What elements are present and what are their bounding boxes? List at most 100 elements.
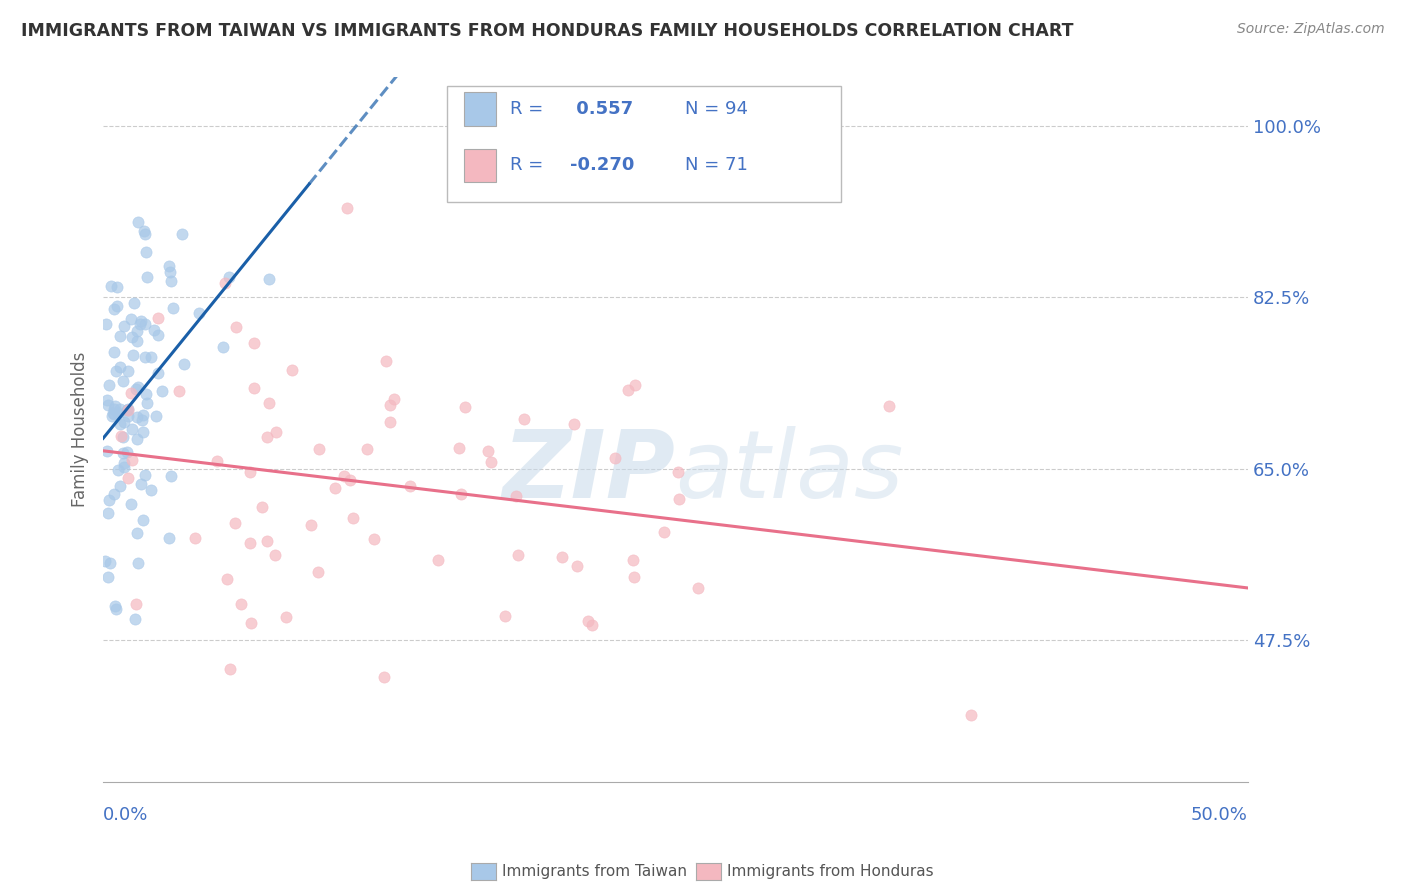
Point <box>120 497 142 511</box>
Point <box>125 432 148 446</box>
Point <box>274 609 297 624</box>
Point <box>104 599 127 613</box>
Point <box>98 377 121 392</box>
Point <box>363 532 385 546</box>
Point <box>127 324 149 338</box>
Point <box>214 277 236 291</box>
Point <box>108 328 131 343</box>
Point <box>103 302 125 317</box>
Y-axis label: Family Households: Family Households <box>72 351 89 508</box>
Point <box>666 466 689 480</box>
Text: R =: R = <box>509 156 548 175</box>
Point <box>218 662 240 676</box>
Point <box>205 454 228 468</box>
Point <box>162 301 184 315</box>
Point <box>243 381 266 395</box>
Point <box>100 279 122 293</box>
Point <box>117 364 139 378</box>
Point <box>173 357 195 371</box>
Point <box>259 396 281 410</box>
Point <box>157 531 180 545</box>
Point <box>211 341 233 355</box>
Point <box>281 363 304 377</box>
Point <box>603 451 626 466</box>
Point <box>454 400 477 414</box>
Point <box>112 374 135 388</box>
Point <box>225 319 247 334</box>
Point <box>172 227 194 242</box>
Point <box>378 398 401 412</box>
Point <box>117 444 139 458</box>
Point <box>127 525 149 540</box>
Point <box>134 468 156 483</box>
Point <box>135 244 157 259</box>
Point <box>167 384 190 398</box>
Text: R =: R = <box>509 100 548 118</box>
Point <box>120 385 142 400</box>
Point <box>117 402 139 417</box>
Text: IMMIGRANTS FROM TAIWAN VS IMMIGRANTS FROM HONDURAS FAMILY HOUSEHOLDS CORRELATION: IMMIGRANTS FROM TAIWAN VS IMMIGRANTS FRO… <box>21 22 1074 40</box>
Point <box>339 473 361 487</box>
Point <box>157 259 180 273</box>
Point <box>239 615 262 630</box>
Point <box>132 425 155 439</box>
Point <box>477 444 499 458</box>
Point <box>224 516 246 530</box>
Point <box>250 500 273 514</box>
Point <box>342 511 364 525</box>
Point <box>148 366 170 380</box>
Text: Source: ZipAtlas.com: Source: ZipAtlas.com <box>1237 22 1385 37</box>
Point <box>142 323 165 337</box>
Point <box>107 406 129 420</box>
Point <box>399 479 422 493</box>
Point <box>160 274 183 288</box>
Point <box>125 597 148 611</box>
Point <box>101 409 124 424</box>
Point <box>97 398 120 412</box>
Point <box>479 455 502 469</box>
Point <box>307 565 329 579</box>
Text: Immigrants from Honduras: Immigrants from Honduras <box>727 864 934 879</box>
Point <box>136 395 159 409</box>
Point <box>623 378 645 392</box>
Point <box>134 350 156 364</box>
Point <box>98 556 121 570</box>
Point <box>380 415 402 429</box>
Point <box>217 572 239 586</box>
Point <box>308 442 330 456</box>
Point <box>122 296 145 310</box>
Point <box>121 422 143 436</box>
Point <box>98 493 121 508</box>
Point <box>652 524 675 539</box>
Point <box>450 487 472 501</box>
Text: N = 94: N = 94 <box>685 100 748 118</box>
Point <box>117 401 139 416</box>
Point <box>576 614 599 628</box>
Point <box>159 265 181 279</box>
Point <box>356 442 378 456</box>
Point <box>184 531 207 545</box>
Point <box>145 409 167 424</box>
Point <box>112 415 135 429</box>
Point <box>134 387 156 401</box>
Point <box>103 345 125 359</box>
Point <box>218 269 240 284</box>
Point <box>323 481 346 495</box>
Point <box>188 306 211 320</box>
Point <box>131 512 153 526</box>
Point <box>139 483 162 497</box>
Point <box>134 317 156 331</box>
Point <box>103 402 125 417</box>
Point <box>125 334 148 348</box>
Bar <box>464 149 496 182</box>
Point <box>129 313 152 327</box>
Point <box>112 459 135 474</box>
Point <box>299 518 322 533</box>
Point <box>111 446 134 460</box>
Point <box>668 492 690 507</box>
Point <box>239 465 262 479</box>
Point <box>110 402 132 417</box>
Point <box>551 549 574 564</box>
Point <box>103 407 125 421</box>
Point <box>877 399 900 413</box>
